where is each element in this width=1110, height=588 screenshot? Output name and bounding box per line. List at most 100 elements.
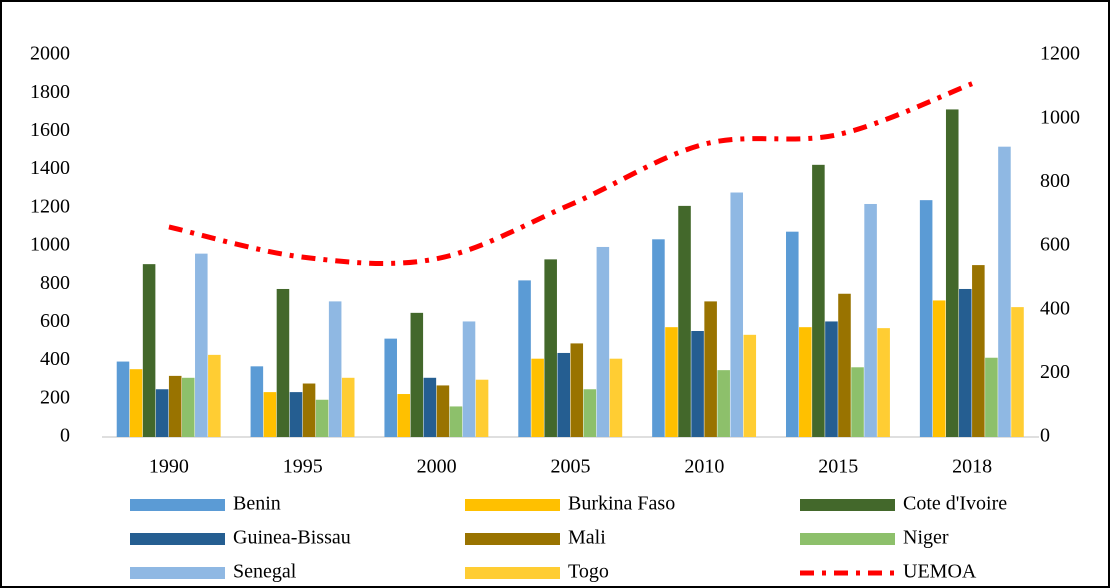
bar bbox=[609, 358, 623, 437]
y-tick-label: 200 bbox=[40, 386, 70, 408]
bar bbox=[462, 321, 476, 437]
bar bbox=[985, 357, 998, 437]
y-tick-label: 1200 bbox=[30, 195, 70, 217]
legend-label: Niger bbox=[903, 527, 949, 549]
bar bbox=[932, 300, 946, 437]
bar bbox=[704, 301, 717, 437]
bar bbox=[583, 389, 597, 437]
bar bbox=[877, 328, 890, 437]
bar bbox=[717, 370, 730, 437]
y-tick-label: 1400 bbox=[30, 157, 70, 179]
y-tick-label: 1000 bbox=[30, 234, 70, 256]
y2-tick-label: 1200 bbox=[1040, 43, 1080, 65]
legend-label: Benin bbox=[233, 493, 281, 515]
legend-swatch bbox=[130, 533, 225, 545]
bar bbox=[945, 109, 959, 437]
legend-label: Cote d'Ivoire bbox=[903, 493, 1007, 515]
bar bbox=[250, 366, 264, 437]
bar bbox=[129, 369, 143, 437]
y-tick-label: 2000 bbox=[30, 43, 70, 65]
bar bbox=[691, 330, 704, 437]
y2-tick-label: 800 bbox=[1040, 170, 1070, 192]
x-tick-label: 2010 bbox=[684, 456, 724, 478]
bar bbox=[544, 259, 557, 437]
bar bbox=[743, 334, 757, 437]
bar bbox=[1011, 307, 1024, 437]
legend-swatch bbox=[465, 533, 560, 545]
legend-swatch bbox=[800, 533, 895, 545]
bar bbox=[596, 246, 610, 437]
x-tick-label: 2000 bbox=[417, 456, 457, 478]
bar bbox=[864, 203, 877, 437]
bar bbox=[531, 358, 544, 437]
legend-swatch bbox=[465, 567, 560, 579]
y2-tick-label: 200 bbox=[1040, 361, 1070, 383]
y-tick-label: 0 bbox=[60, 425, 70, 447]
line bbox=[168, 81, 973, 266]
x-tick-label: 2018 bbox=[952, 456, 992, 478]
bar bbox=[276, 288, 290, 437]
legend-label: Togo bbox=[568, 561, 609, 583]
bar bbox=[289, 392, 303, 437]
bar bbox=[195, 253, 208, 437]
bar bbox=[838, 293, 851, 437]
bar bbox=[812, 164, 825, 437]
bar bbox=[315, 399, 329, 437]
bar bbox=[155, 389, 169, 437]
y-tick-label: 1600 bbox=[30, 119, 70, 141]
legend-label: Burkina Faso bbox=[568, 493, 675, 515]
x-tick-label: 1990 bbox=[149, 456, 189, 478]
bar bbox=[384, 338, 397, 437]
y-tick-label: 800 bbox=[40, 272, 70, 294]
bar bbox=[665, 327, 678, 437]
legend-swatch bbox=[130, 499, 225, 511]
bar bbox=[302, 383, 316, 437]
bar bbox=[181, 377, 195, 437]
bar bbox=[475, 379, 489, 437]
bar bbox=[397, 394, 411, 437]
y2-tick-label: 1000 bbox=[1040, 106, 1080, 128]
legend-label: Senegal bbox=[233, 561, 297, 583]
bar bbox=[786, 231, 799, 437]
bar bbox=[436, 385, 450, 437]
bar bbox=[168, 375, 182, 437]
bar bbox=[263, 392, 277, 437]
bar bbox=[652, 239, 665, 437]
bar bbox=[998, 146, 1011, 437]
bar bbox=[410, 312, 424, 437]
legend-swatch bbox=[465, 499, 560, 511]
bar bbox=[730, 192, 744, 437]
bar bbox=[449, 406, 463, 437]
bar bbox=[423, 377, 437, 437]
x-tick-label: 1995 bbox=[283, 456, 323, 478]
bar bbox=[208, 354, 221, 437]
bar bbox=[116, 361, 130, 437]
bar bbox=[959, 288, 972, 437]
y-tick-label: 600 bbox=[40, 310, 70, 332]
bar bbox=[825, 321, 838, 437]
bar bbox=[570, 343, 584, 437]
bar bbox=[851, 367, 864, 437]
bar bbox=[799, 327, 812, 437]
legend-label: UEMOA bbox=[903, 561, 977, 583]
legend-swatch bbox=[130, 567, 225, 579]
x-tick-label: 2005 bbox=[551, 456, 591, 478]
bar bbox=[919, 200, 933, 437]
x-tick-label: 2015 bbox=[818, 456, 858, 478]
y2-tick-label: 0 bbox=[1040, 425, 1050, 447]
bar bbox=[557, 352, 570, 437]
y2-tick-label: 400 bbox=[1040, 297, 1070, 319]
y2-tick-label: 600 bbox=[1040, 234, 1070, 256]
legend-label: Mali bbox=[568, 527, 606, 549]
y-tick-label: 1800 bbox=[30, 81, 70, 103]
bar bbox=[518, 280, 531, 437]
bar bbox=[341, 377, 355, 437]
legend-label: Guinea-Bissau bbox=[233, 527, 351, 549]
y-tick-label: 400 bbox=[40, 348, 70, 370]
bar bbox=[678, 205, 691, 437]
bar bbox=[328, 301, 342, 437]
bar bbox=[142, 264, 156, 437]
legend-swatch bbox=[800, 499, 895, 511]
bar bbox=[972, 265, 985, 437]
